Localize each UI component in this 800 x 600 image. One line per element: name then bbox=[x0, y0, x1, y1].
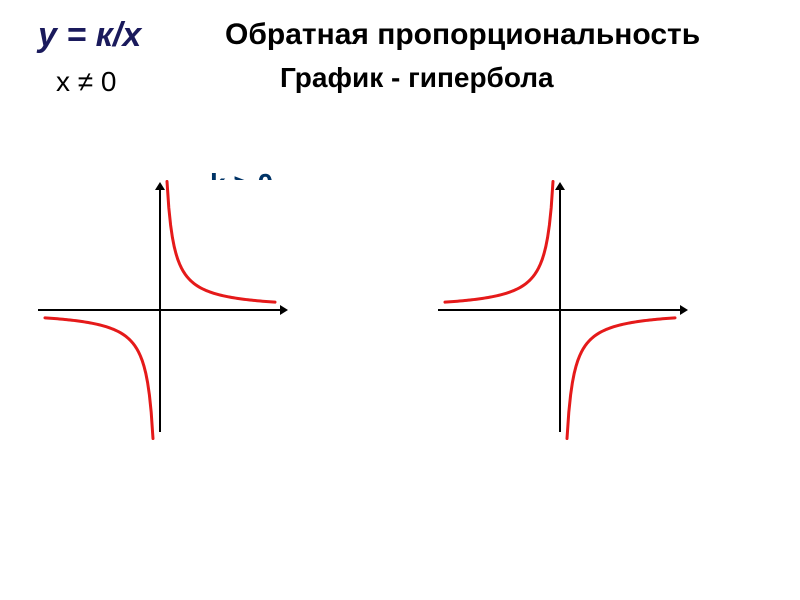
hyperbola-chart-positive bbox=[30, 180, 290, 440]
condition-text: х ≠ 0 bbox=[56, 66, 117, 98]
hyperbola-chart-negative bbox=[430, 180, 690, 440]
main-title: Обратная пропорциональность bbox=[225, 18, 700, 52]
subtitle-text: График - гипербола bbox=[280, 62, 554, 94]
charts-area: k > 0 k < 0 bbox=[0, 130, 800, 550]
header: у = к/х х ≠ 0 Обратная пропорциональност… bbox=[0, 0, 800, 130]
formula-text: у = к/х bbox=[38, 16, 141, 55]
